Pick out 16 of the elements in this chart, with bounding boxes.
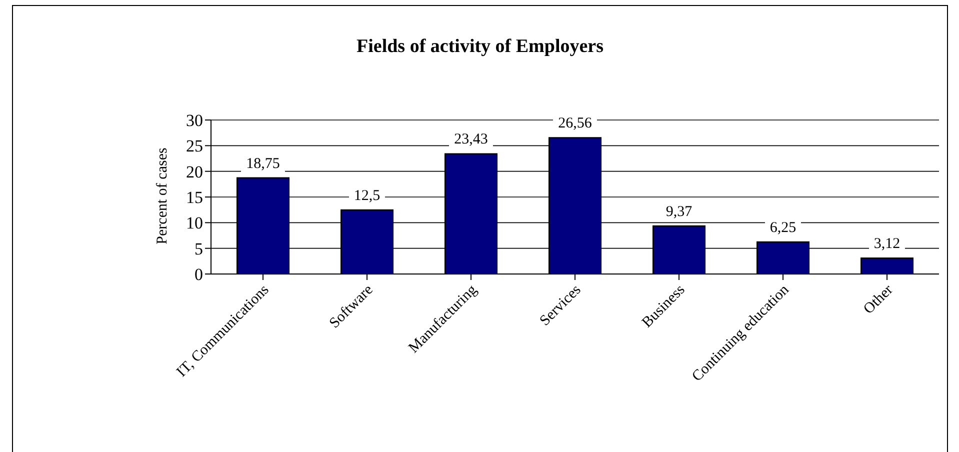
y-axis-title: Percent of cases <box>154 148 170 244</box>
data-label: 6,25 <box>770 220 796 236</box>
y-tick-label: 20 <box>186 162 203 182</box>
data-label: 12,5 <box>354 188 380 204</box>
y-tick-label: 25 <box>186 136 203 156</box>
data-label: 26,56 <box>558 116 592 132</box>
y-tick-label: 10 <box>186 214 203 233</box>
chart-title: Fields of activity of Employers <box>356 36 604 58</box>
data-label: 18,75 <box>246 156 280 172</box>
data-label: 3,12 <box>874 236 900 252</box>
data-label: 23,43 <box>454 132 488 148</box>
y-tick-label: 5 <box>194 239 203 258</box>
y-tick-label: 30 <box>186 111 203 130</box>
y-tick-label: 0 <box>194 265 203 284</box>
y-tick-label: 15 <box>186 188 203 208</box>
data-label: 9,37 <box>666 204 693 220</box>
